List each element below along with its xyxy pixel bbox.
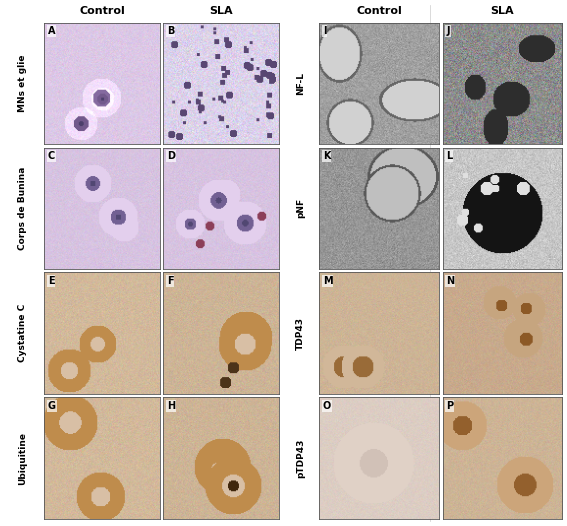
Text: Corps de Bunina: Corps de Bunina <box>18 167 27 250</box>
Text: TDP43: TDP43 <box>296 317 305 350</box>
Text: H: H <box>167 401 175 411</box>
Text: M: M <box>323 276 332 286</box>
Text: P: P <box>446 401 453 411</box>
Text: MNs et glie: MNs et glie <box>18 55 27 112</box>
Text: J: J <box>446 26 450 36</box>
Text: NF-L: NF-L <box>296 72 305 95</box>
Text: SLA: SLA <box>490 5 514 16</box>
Text: F: F <box>167 276 174 286</box>
Text: D: D <box>167 151 175 161</box>
Text: G: G <box>48 401 56 411</box>
Text: E: E <box>48 276 54 286</box>
Text: Ubiquitine: Ubiquitine <box>18 432 27 485</box>
Text: Control: Control <box>79 5 125 16</box>
Text: C: C <box>48 151 55 161</box>
Text: L: L <box>446 151 452 161</box>
Text: A: A <box>48 26 55 36</box>
Text: B: B <box>167 26 174 36</box>
Text: O: O <box>323 401 331 411</box>
Text: Control: Control <box>356 5 402 16</box>
Text: Cystatine C: Cystatine C <box>18 304 27 362</box>
Text: I: I <box>323 26 327 36</box>
Text: SLA: SLA <box>209 5 233 16</box>
Text: pNF: pNF <box>296 198 305 218</box>
Text: N: N <box>446 276 454 286</box>
Text: K: K <box>323 151 331 161</box>
Text: pTDP43: pTDP43 <box>296 439 305 478</box>
